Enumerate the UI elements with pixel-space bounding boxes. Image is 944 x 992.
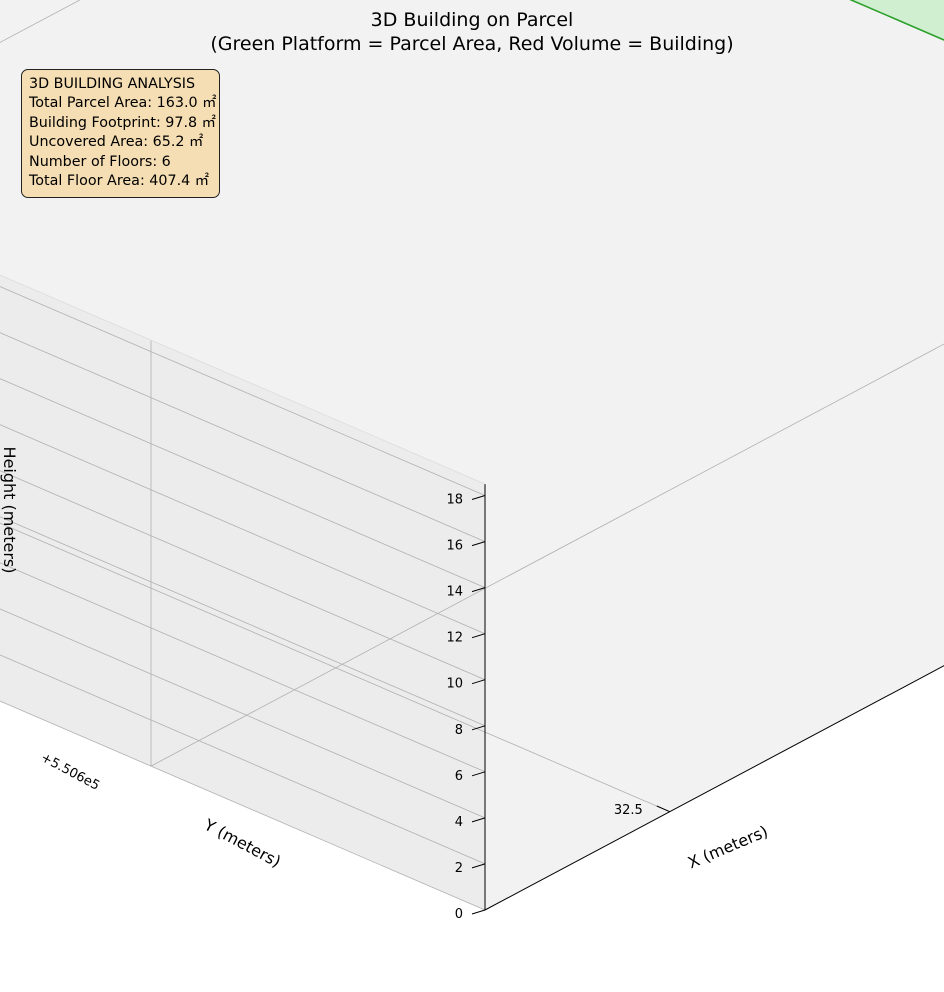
y-tick-mark — [656, 805, 671, 813]
z-tick-mark — [471, 541, 486, 547]
info-total-floor-area: Total Floor Area: 407.4 ㎡ — [29, 173, 210, 190]
z-tick-mark — [471, 587, 486, 593]
z-tick-label: 0 — [455, 907, 463, 922]
scene — [849, 0, 944, 41]
axis-panes — [0, 0, 944, 910]
y-axis-offset-label: +5.506e5 — [38, 750, 102, 793]
x-axis-label: X (meters) — [685, 822, 771, 873]
z-tick-mark — [471, 909, 486, 915]
z-tick-label: 12 — [446, 631, 463, 646]
z-tick-mark — [471, 725, 486, 731]
z-tick-mark — [471, 495, 486, 500]
info-floor-count: Number of Floors: 6 — [29, 153, 171, 170]
left-wall-pane — [0, 275, 485, 910]
info-heading: 3D BUILDING ANALYSIS — [29, 76, 196, 92]
z-tick-mark — [471, 679, 486, 685]
z-tick-label: 16 — [446, 539, 463, 554]
axis-lines — [0, 274, 944, 911]
info-footprint: Building Footprint: 97.8 ㎡ — [29, 114, 216, 131]
parcel-platform — [849, 0, 944, 41]
analysis-info-box: 3D BUILDING ANALYSIS Total Parcel Area: … — [21, 69, 220, 199]
chart-title-line-2: (Green Platform = Parcel Area, Red Volum… — [210, 33, 733, 55]
z-axis-label: Height (meters) — [0, 447, 19, 574]
z-tick-label: 4 — [455, 815, 463, 830]
z-tick-mark — [471, 817, 486, 823]
z-tick-label: 18 — [446, 493, 463, 508]
z-tick-label: 8 — [455, 723, 463, 738]
z-tick-mark — [471, 771, 486, 777]
grid-lines — [0, 0, 944, 911]
info-parcel-area: Total Parcel Area: 163.0 ㎡ — [29, 95, 217, 112]
z-tick-mark — [471, 633, 486, 639]
info-uncovered-area: Uncovered Area: 65.2 ㎡ — [29, 134, 204, 151]
y-axis-label: Y (meters) — [200, 815, 284, 872]
z-tick-label: 2 — [455, 861, 463, 876]
z-tick-label: 10 — [446, 677, 463, 692]
z-tick-label: 6 — [455, 769, 463, 784]
z-tick-label: 14 — [446, 585, 463, 600]
z-tick-mark — [471, 863, 486, 869]
chart-title-line-1: 3D Building on Parcel — [371, 9, 574, 31]
y-tick-label: 32.5 — [614, 803, 643, 818]
